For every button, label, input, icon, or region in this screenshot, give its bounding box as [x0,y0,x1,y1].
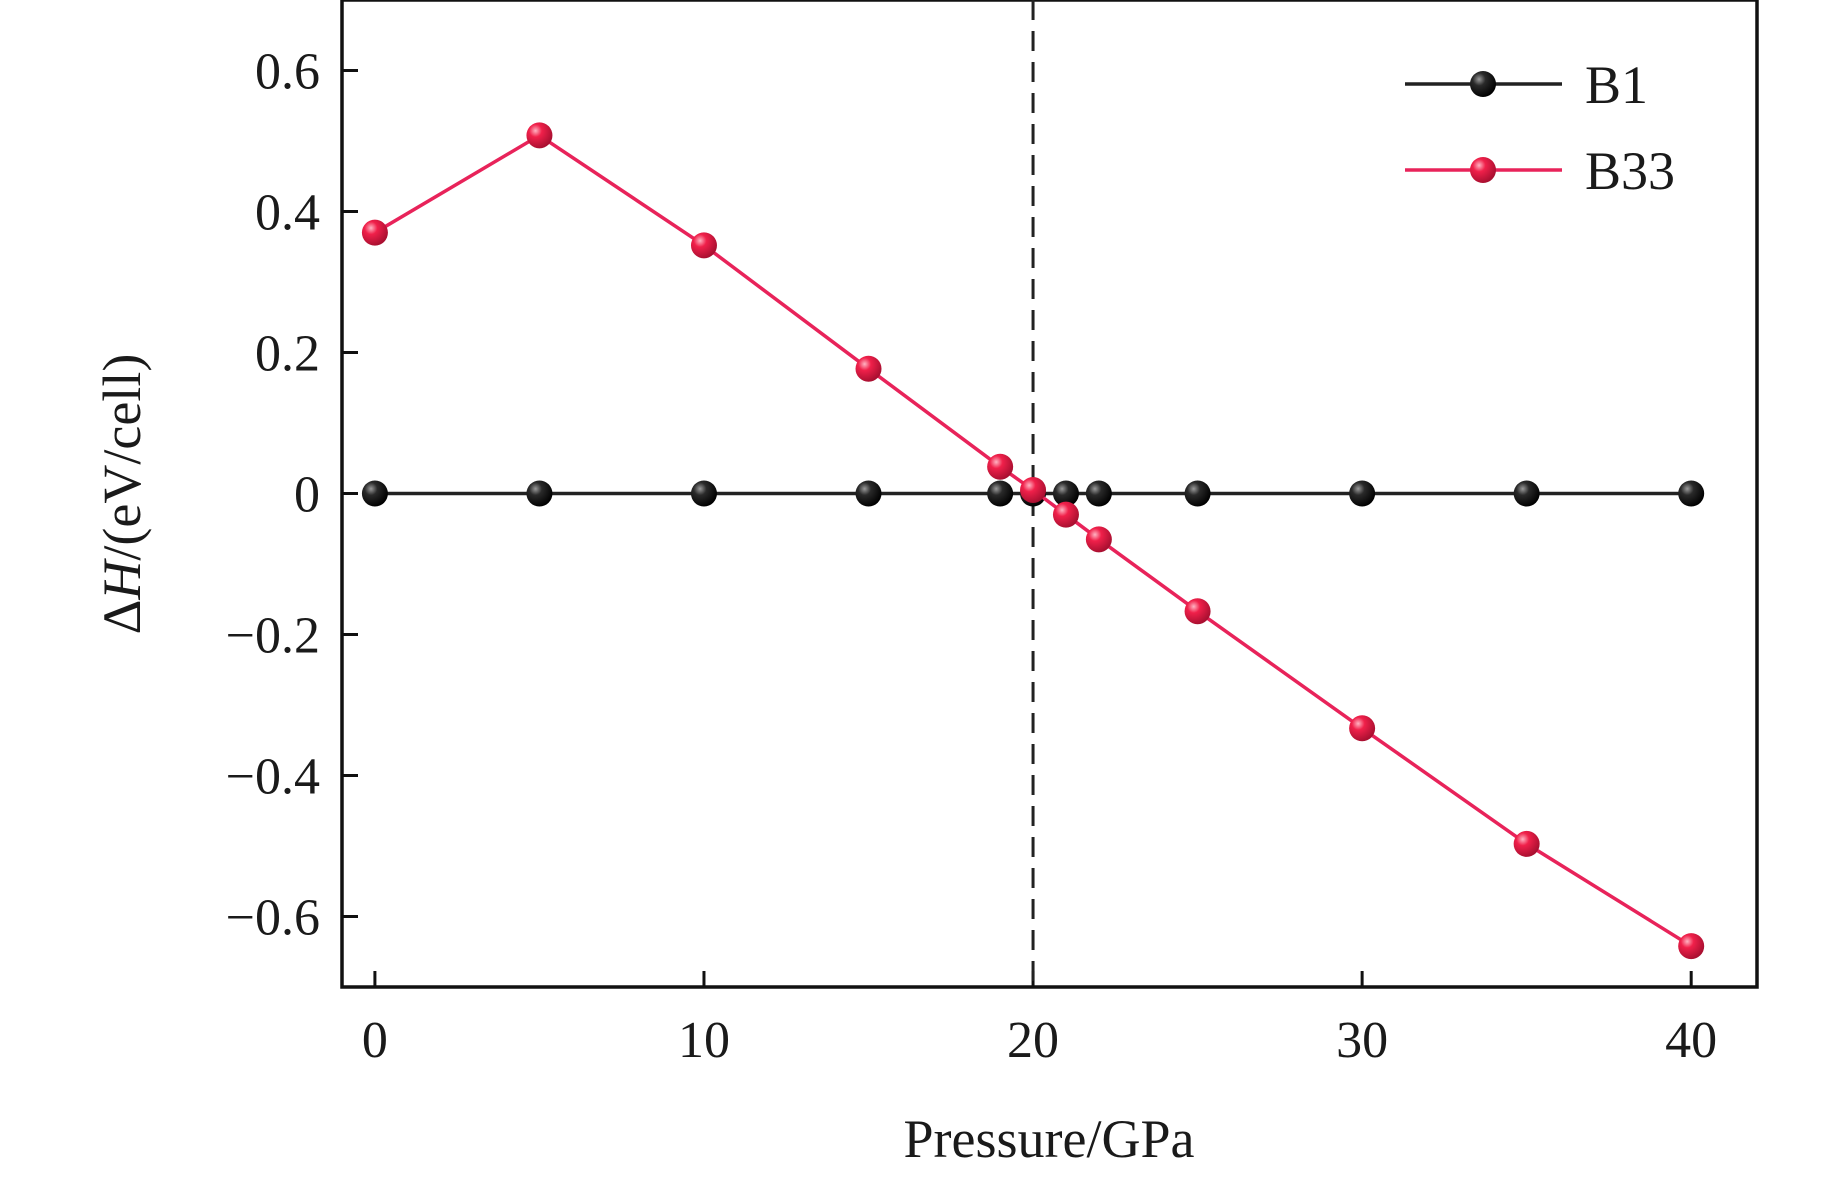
y-tick-label-2: 0.2 [255,326,320,383]
y-axis-title-italic: H [92,558,152,601]
data-point-b1-7 [1085,480,1112,507]
data-point-b1-4 [987,480,1014,507]
series-group [361,122,1705,960]
data-point-b33-9 [1349,715,1376,742]
x-tick-label-30: 30 [1336,1012,1388,1069]
y-tick-label-1: 0.4 [255,185,320,242]
data-point-b33-6 [1052,501,1079,528]
x-tick-label-20: 20 [1007,1012,1059,1069]
y-tick-label-5: −0.4 [226,749,320,806]
legend-label-b1: B1 [1585,55,1648,115]
data-point-b1-0 [361,480,388,507]
data-point-b33-2 [690,232,717,259]
data-point-b33-10 [1513,830,1540,857]
x-tick-label-0: 0 [362,1012,388,1069]
series-line-b33 [374,133,1693,948]
y-axis-title-unit: /(eV/cell) [92,354,152,561]
data-point-b1-11 [1678,480,1705,507]
data-point-b33-1 [526,122,553,149]
x-axis-title: Pressure/GPa [904,1109,1195,1169]
legend-label-b33: B33 [1585,141,1675,201]
y-axis-title-delta: Δ [92,600,152,635]
x-tick-label-40: 40 [1665,1012,1717,1069]
data-point-b33-3 [855,355,882,382]
y-axis-title: ΔH/(eV/cell) [92,354,152,635]
data-point-b33-4 [987,453,1014,480]
x-tick-label-10: 10 [678,1012,730,1069]
y-axis: 0.6 0.4 0.2 0 −0.2 −0.4 −0.6 [226,44,358,947]
data-point-b1-2 [690,480,717,507]
data-point-b33-7 [1085,526,1112,553]
legend-marker-b33 [1470,157,1496,183]
legend-marker-b1 [1470,71,1496,97]
y-tick-label-4: −0.2 [226,608,320,665]
data-point-b1-1 [526,480,553,507]
x-axis: 0 10 20 30 40 [362,971,1717,1069]
data-point-b33-11 [1678,933,1705,960]
data-point-b33-8 [1184,598,1211,625]
data-point-b1-8 [1184,480,1211,507]
data-point-b33-5 [1020,476,1047,503]
data-point-b1-6 [1052,480,1079,507]
y-tick-label-0: 0.6 [255,44,320,101]
data-point-b1-10 [1513,480,1540,507]
y-tick-label-6: −0.6 [226,890,320,947]
series-b33 [361,122,1705,960]
y-tick-label-3: 0 [294,467,320,524]
data-point-b1-9 [1349,480,1376,507]
data-point-b1-3 [855,480,882,507]
data-point-b33-0 [361,219,388,246]
